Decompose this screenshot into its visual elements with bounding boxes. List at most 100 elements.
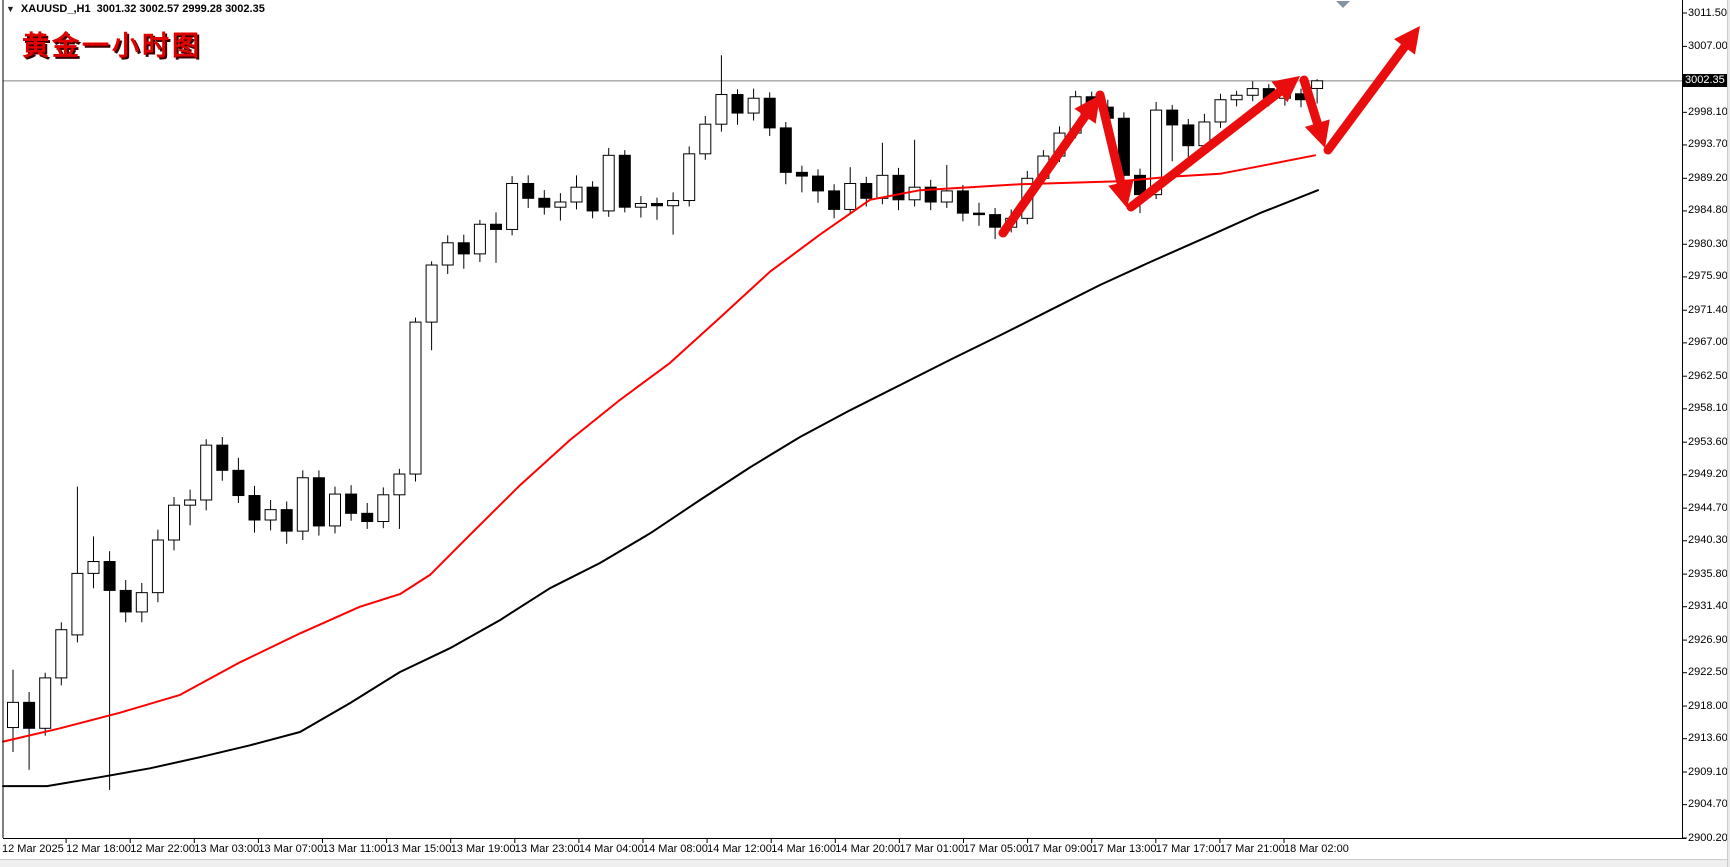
candle-body[interactable] (1150, 109, 1163, 196)
candle-body[interactable] (908, 186, 921, 201)
time-axis-label: 12 Mar 22:00 (130, 843, 196, 855)
price-axis-label: 2918.00 (1688, 699, 1728, 712)
candle-body[interactable] (522, 182, 535, 199)
candle-body[interactable] (940, 190, 953, 203)
candle-body[interactable] (779, 127, 792, 173)
candle-body[interactable] (216, 444, 229, 471)
candle-body[interactable] (1182, 124, 1195, 147)
candle-body[interactable] (296, 477, 309, 532)
candle-body[interactable] (924, 186, 937, 203)
price-axis-label: 2926.90 (1688, 633, 1728, 646)
candle-body[interactable] (361, 512, 374, 522)
candle-body[interactable] (683, 153, 696, 202)
chart-title-annotation[interactable]: 黄金一小时图 (22, 31, 202, 62)
candle-body[interactable] (409, 321, 422, 475)
candle-body[interactable] (1214, 99, 1227, 123)
candle-body[interactable] (956, 190, 969, 214)
candle-body[interactable] (280, 509, 293, 532)
candle-body[interactable] (989, 214, 1002, 228)
candle-body[interactable] (200, 444, 213, 501)
candle-body[interactable] (892, 174, 905, 201)
candle-body[interactable] (667, 200, 680, 207)
candle-body[interactable] (264, 509, 277, 521)
candle-body[interactable] (393, 473, 406, 496)
candle-body[interactable] (232, 469, 245, 497)
candle-body[interactable] (634, 202, 647, 208)
candle-body[interactable] (731, 94, 744, 114)
candle-body[interactable] (1246, 88, 1259, 96)
price-axis-label: 2975.90 (1688, 270, 1728, 283)
time-axis-label: 12 Mar 2025 (2, 843, 64, 855)
candle-body[interactable] (55, 629, 68, 679)
trend-arrow-annotation[interactable] (1299, 75, 1322, 128)
candle-body[interactable] (618, 154, 631, 208)
chart-shift-marker-icon[interactable] (1336, 1, 1350, 8)
candle-body[interactable] (602, 154, 615, 212)
candle-body[interactable] (7, 701, 19, 729)
price-axis-label: 2953.60 (1688, 435, 1728, 448)
ma-slow-line[interactable] (2, 189, 1319, 788)
candle-body[interactable] (812, 175, 824, 192)
candle-body[interactable] (699, 123, 712, 155)
candle-body[interactable] (23, 701, 36, 729)
candle-body[interactable] (312, 477, 325, 527)
price-axis-label: 2989.20 (1688, 171, 1728, 184)
candle-body[interactable] (1166, 109, 1179, 126)
candle-body[interactable] (71, 572, 84, 636)
candle-body[interactable] (860, 182, 873, 199)
candle-body[interactable] (570, 186, 583, 203)
candle-body[interactable] (554, 201, 567, 208)
candle-body[interactable] (151, 539, 164, 594)
candle-body[interactable] (87, 561, 100, 574)
price-axis-label: 2909.10 (1688, 765, 1728, 778)
candle-body[interactable] (747, 97, 760, 114)
ma-fast-line[interactable] (2, 154, 1316, 743)
trend-arrow-annotation[interactable] (1323, 42, 1410, 155)
candle-body[interactable] (973, 212, 985, 216)
trend-arrow-annotation[interactable] (1095, 90, 1126, 188)
candle-body[interactable] (425, 264, 438, 323)
candle-body[interactable] (39, 677, 52, 729)
trend-arrow-head[interactable] (1304, 119, 1330, 148)
candle-body[interactable] (538, 197, 551, 208)
price-axis-label: 2984.80 (1688, 204, 1728, 217)
trend-arrow-annotation[interactable] (998, 111, 1090, 238)
candle-body[interactable] (441, 242, 454, 266)
candle-body[interactable] (103, 561, 116, 591)
candle-body[interactable] (651, 202, 663, 207)
candle-body[interactable] (473, 223, 486, 255)
symbol-dropdown-icon[interactable]: ▼ (6, 3, 15, 14)
candle-body[interactable] (329, 493, 341, 527)
trend-arrow-head[interactable] (1394, 26, 1420, 55)
price-axis-label: 2900.20 (1688, 831, 1728, 844)
trend-arrow-head[interactable] (1074, 95, 1100, 124)
candle-body[interactable] (345, 493, 358, 514)
candle-body[interactable] (377, 494, 390, 522)
candle-body[interactable] (248, 495, 261, 521)
candle-body[interactable] (168, 504, 180, 541)
candle-body[interactable] (1311, 80, 1324, 89)
price-axis-label: 2940.30 (1688, 534, 1728, 547)
trend-arrow-head[interactable] (1271, 76, 1300, 103)
price-axis-label: 2980.30 (1688, 237, 1728, 250)
candle-body[interactable] (490, 223, 502, 230)
trend-arrow-annotation[interactable] (1126, 87, 1284, 212)
candle-body[interactable] (876, 174, 889, 199)
time-axis-label: 18 Mar 02:00 (1284, 843, 1349, 855)
candle-body[interactable] (795, 171, 808, 177)
candle-body[interactable] (184, 499, 197, 506)
candle-body[interactable] (586, 186, 599, 212)
candle-body[interactable] (119, 589, 132, 613)
candle-body[interactable] (828, 190, 841, 210)
candle-body[interactable] (1117, 117, 1130, 176)
candle-body[interactable] (844, 182, 857, 210)
candle-body[interactable] (506, 182, 519, 230)
candle-body[interactable] (135, 592, 148, 613)
candle-body[interactable] (1230, 94, 1243, 101)
candle-body[interactable] (715, 94, 728, 125)
trend-arrow-head[interactable] (1108, 179, 1134, 208)
candle-body[interactable] (457, 242, 470, 255)
candle-body[interactable] (763, 97, 776, 129)
price-axis-label: 2922.50 (1688, 666, 1728, 679)
